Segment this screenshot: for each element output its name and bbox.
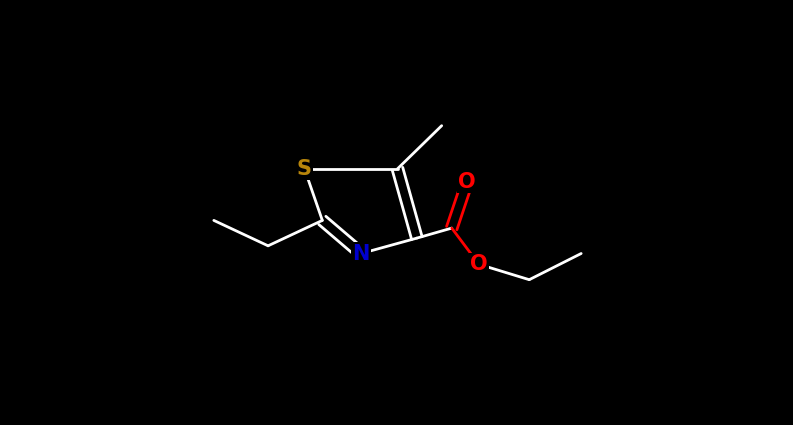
Text: O: O <box>458 172 476 192</box>
Text: N: N <box>352 244 370 264</box>
Text: S: S <box>297 159 312 179</box>
Text: O: O <box>470 254 488 274</box>
